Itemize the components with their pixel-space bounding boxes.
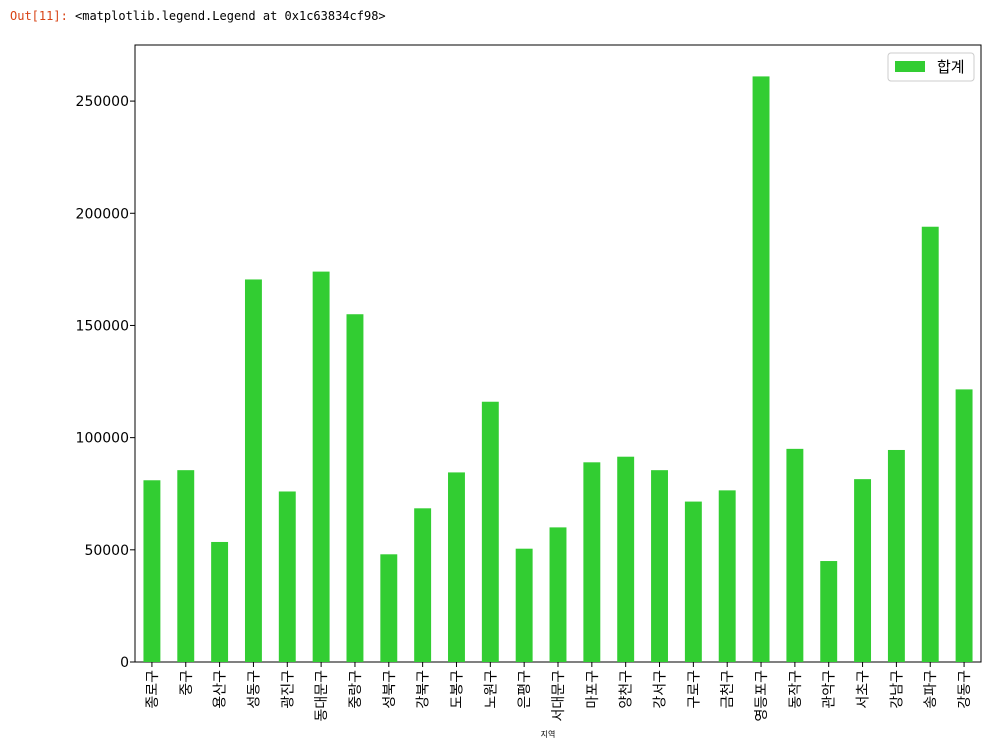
bar xyxy=(887,449,905,662)
x-tick-label: 중구 xyxy=(179,670,195,696)
x-tick-label: 강남구 xyxy=(889,670,905,709)
bar xyxy=(651,470,668,662)
y-tick-label: 250000 xyxy=(76,94,129,110)
y-tick-label: 150000 xyxy=(76,318,129,334)
bar xyxy=(211,541,229,662)
bar xyxy=(583,462,601,662)
bar xyxy=(346,314,364,662)
bar xyxy=(244,279,262,662)
x-tick-label: 구로구 xyxy=(686,670,702,709)
x-tick-label: 성동구 xyxy=(246,670,262,709)
bar xyxy=(481,401,499,662)
bar xyxy=(820,561,838,662)
x-tick-label: 송파구 xyxy=(923,670,939,709)
x-tick-label: 은평구 xyxy=(517,670,533,709)
y-tick-label: 0 xyxy=(120,655,129,671)
x-tick-label: 강북구 xyxy=(416,670,432,709)
x-tick-label: 강서구 xyxy=(653,670,669,709)
x-tick-label: 서초구 xyxy=(856,670,872,709)
bar xyxy=(143,480,161,662)
x-tick-label: 광진구 xyxy=(280,670,296,709)
bar xyxy=(515,548,533,662)
output-prompt: Out[11]: xyxy=(10,9,68,23)
bar xyxy=(786,448,804,662)
x-tick-label: 양천구 xyxy=(619,670,635,709)
x-tick-label: 용산구 xyxy=(213,670,229,709)
bar xyxy=(955,389,973,662)
bar xyxy=(684,501,702,662)
x-tick-label: 강동구 xyxy=(957,670,973,709)
legend-box xyxy=(887,52,975,82)
bar xyxy=(278,491,296,662)
bar xyxy=(448,472,465,662)
legend-label: 합계 xyxy=(937,58,965,76)
x-tick-label: 관악구 xyxy=(822,670,838,709)
bar xyxy=(718,490,736,662)
x-tick-label: 영등포구 xyxy=(754,670,770,722)
output-text: <matplotlib.legend.Legend at 0x1c63834cf… xyxy=(75,9,386,23)
legend-swatch xyxy=(895,61,925,72)
bar xyxy=(414,508,432,662)
x-axis-label: 지역 xyxy=(541,729,556,739)
x-tick-label: 동대문구 xyxy=(314,670,330,722)
bar xyxy=(177,470,195,662)
bar xyxy=(921,226,939,662)
x-tick-label: 종로구 xyxy=(145,670,161,709)
y-tick-label: 200000 xyxy=(76,206,129,222)
bar xyxy=(312,271,330,662)
y-tick-label: 100000 xyxy=(76,431,129,447)
x-tick-label: 동작구 xyxy=(788,670,804,709)
x-tick-label: 노원구 xyxy=(483,670,499,709)
x-tick-label: 금천구 xyxy=(720,670,736,709)
bar xyxy=(752,76,770,663)
x-tick-label: 마포구 xyxy=(585,670,601,709)
x-tick-label: 도봉구 xyxy=(449,670,465,709)
bar xyxy=(617,456,635,662)
bar xyxy=(854,479,872,662)
x-tick-label: 서대문구 xyxy=(551,670,567,722)
y-tick-label: 50000 xyxy=(84,543,129,559)
bar xyxy=(549,527,567,662)
bar xyxy=(380,554,398,662)
x-tick-label: 중랑구 xyxy=(348,670,364,709)
x-tick-label: 성북구 xyxy=(382,670,398,709)
